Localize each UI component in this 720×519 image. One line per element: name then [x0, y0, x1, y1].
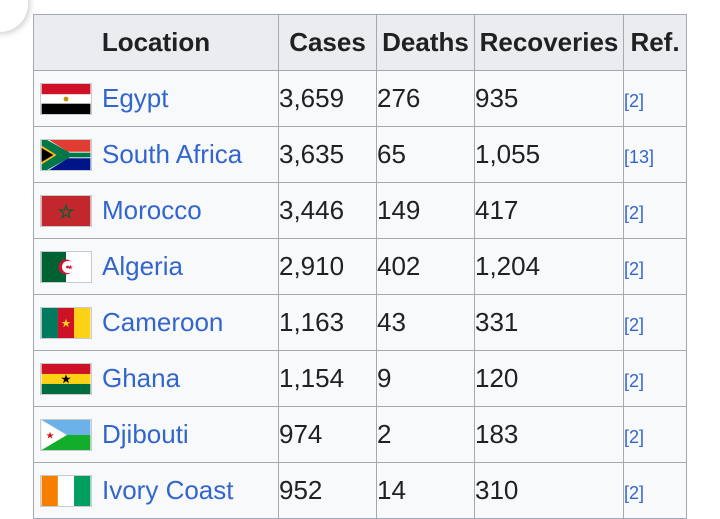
ref-cell: [2]: [623, 182, 687, 239]
recoveries-cell: 331: [474, 294, 624, 351]
header-location: Location: [33, 14, 279, 71]
deaths-cell: 402: [376, 238, 475, 295]
recoveries-cell: 1,204: [474, 238, 624, 295]
table-row: Morocco 3,446 149 417 [2]: [33, 182, 687, 239]
location-cell: South Africa: [33, 126, 279, 183]
table-row: Cameroon 1,163 43 331 [2]: [33, 294, 687, 351]
table-row: Egypt 3,659 276 935 [2]: [33, 70, 687, 127]
country-link-algeria[interactable]: Algeria: [102, 251, 183, 281]
deaths-cell: 65: [376, 126, 475, 183]
header-ref: Ref.: [623, 14, 687, 71]
recoveries-cell: 1,055: [474, 126, 624, 183]
ref-cell: [2]: [623, 294, 687, 351]
header-deaths: Deaths: [376, 14, 475, 71]
deaths-cell: 14: [376, 462, 475, 519]
ref-link[interactable]: [13]: [624, 147, 655, 167]
deaths-cell: 2: [376, 406, 475, 463]
recoveries-cell: 183: [474, 406, 624, 463]
ref-link[interactable]: [2]: [624, 203, 645, 223]
country-link-ghana[interactable]: Ghana: [102, 363, 181, 393]
ref-link[interactable]: [2]: [624, 371, 645, 391]
country-link-south-africa[interactable]: South Africa: [102, 139, 243, 169]
country-link-ivory-coast[interactable]: Ivory Coast: [102, 475, 234, 505]
country-link-cameroon[interactable]: Cameroon: [102, 307, 224, 337]
table-row: Algeria 2,910 402 1,204 [2]: [33, 238, 687, 295]
table-row: South Africa 3,635 65 1,055 [13]: [33, 126, 687, 183]
location-cell: Algeria: [33, 238, 279, 295]
location-cell: Ivory Coast: [33, 462, 279, 519]
cases-cell: 3,446: [278, 182, 377, 239]
header-cases: Cases: [278, 14, 377, 71]
table-row: Djibouti 974 2 183 [2]: [33, 406, 687, 463]
location-cell: Cameroon: [33, 294, 279, 351]
morocco-flag-icon: [40, 194, 92, 227]
table-row: Ghana 1,154 9 120 [2]: [33, 350, 687, 407]
country-link-djibouti[interactable]: Djibouti: [102, 419, 189, 449]
table-header-row: Location Cases Deaths Recoveries Ref.: [33, 14, 687, 71]
deaths-cell: 276: [376, 70, 475, 127]
egypt-flag-icon: [40, 82, 92, 115]
country-link-morocco[interactable]: Morocco: [102, 195, 202, 225]
location-cell: Djibouti: [33, 406, 279, 463]
cases-cell: 1,163: [278, 294, 377, 351]
ghana-flag-icon: [40, 362, 92, 395]
cases-cell: 1,154: [278, 350, 377, 407]
ref-link[interactable]: [2]: [624, 427, 645, 447]
ref-link[interactable]: [2]: [624, 315, 645, 335]
ref-cell: [2]: [623, 462, 687, 519]
corner-panel-edge: [0, 0, 28, 32]
deaths-cell: 43: [376, 294, 475, 351]
ref-cell: [2]: [623, 406, 687, 463]
cases-cell: 2,910: [278, 238, 377, 295]
south-africa-flag-icon: [40, 138, 92, 171]
ivory-coast-flag-icon: [40, 474, 92, 507]
ref-link[interactable]: [2]: [624, 91, 645, 111]
algeria-flag-icon: [40, 250, 92, 283]
table-row: Ivory Coast 952 14 310 [2]: [33, 462, 687, 519]
header-recoveries: Recoveries: [474, 14, 624, 71]
country-link-egypt[interactable]: Egypt: [102, 83, 169, 113]
location-cell: Egypt: [33, 70, 279, 127]
deaths-cell: 9: [376, 350, 475, 407]
cases-cell: 3,635: [278, 126, 377, 183]
recoveries-cell: 935: [474, 70, 624, 127]
cases-cell: 974: [278, 406, 377, 463]
covid-cases-table: Location Cases Deaths Recoveries Ref. Eg…: [33, 14, 687, 519]
djibouti-flag-icon: [40, 418, 92, 451]
location-cell: Morocco: [33, 182, 279, 239]
ref-cell: [13]: [623, 126, 687, 183]
cameroon-flag-icon: [40, 306, 92, 339]
location-cell: Ghana: [33, 350, 279, 407]
ref-link[interactable]: [2]: [624, 483, 645, 503]
ref-link[interactable]: [2]: [624, 259, 645, 279]
cases-cell: 3,659: [278, 70, 377, 127]
recoveries-cell: 417: [474, 182, 624, 239]
ref-cell: [2]: [623, 70, 687, 127]
recoveries-cell: 310: [474, 462, 624, 519]
deaths-cell: 149: [376, 182, 475, 239]
ref-cell: [2]: [623, 350, 687, 407]
recoveries-cell: 120: [474, 350, 624, 407]
cases-cell: 952: [278, 462, 377, 519]
ref-cell: [2]: [623, 238, 687, 295]
